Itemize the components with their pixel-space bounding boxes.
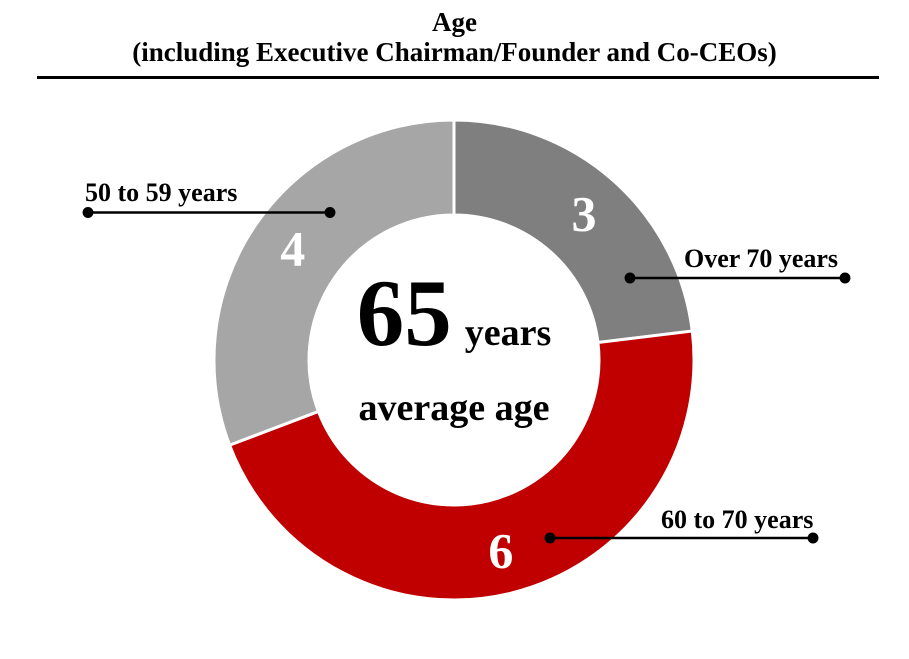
donut-segment-60-to-70-years [227,329,696,602]
average-age-value-row: 65 years [357,266,552,381]
leader-dot-50-59-outer [82,207,94,218]
average-age-unit: years [464,312,552,354]
donut-segment-over-70-years [452,118,694,345]
segment-value-labels: 3 6 4 [280,185,596,578]
average-age-value: 65 [356,260,452,366]
leader-lines [82,207,851,544]
average-age-caption: average age [358,387,550,429]
leader-dot-60-70-outer [807,532,819,544]
leader-dot-over-70-inner [624,272,636,284]
title-line-1: Age [432,7,477,37]
label-50-to-59-years: 50 to 59 years [85,178,238,207]
title-underline [37,76,879,79]
donut-segment-50-to-59-years [212,118,456,448]
leader-dot-over-70-outer [839,272,851,284]
segment-value-label: 6 [488,522,513,578]
label-60-to-70-years: 60 to 70 years [661,505,814,534]
donut-center-label: 65 years average age [357,266,552,429]
title-line-2: (including Executive Chairman/Founder an… [132,37,777,67]
label-over-70-years: Over 70 years [684,244,839,273]
donut-segments [212,118,696,602]
chart-title: Age (including Executive Chairman/Founde… [0,7,909,67]
segment-value-label: 3 [571,185,596,241]
segment-value-label: 4 [280,221,305,277]
leader-dot-60-70-inner [544,532,556,544]
leader-dot-50-59-inner [324,207,336,218]
